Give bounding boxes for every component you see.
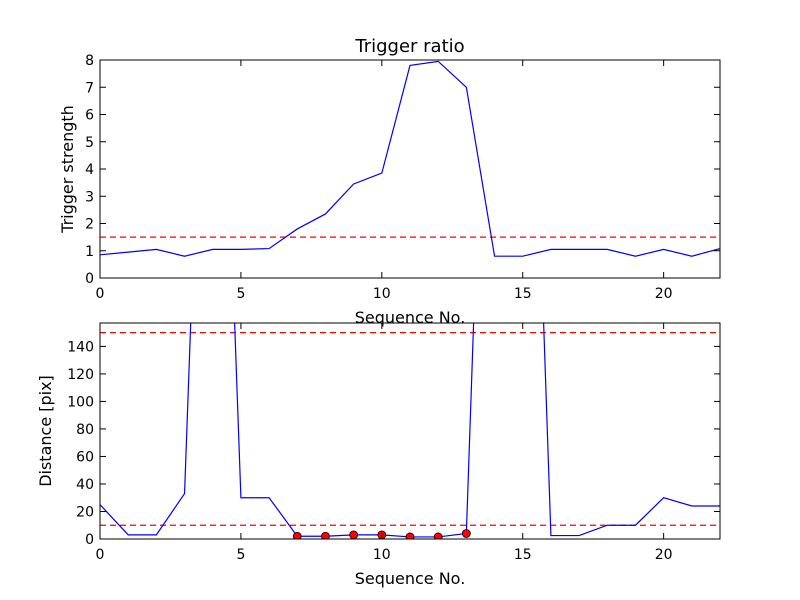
x-tick-label: 20: [655, 286, 673, 302]
y-tick-label: 1: [85, 244, 94, 260]
x-tick-label: 0: [96, 547, 105, 563]
y-tick-label: 2: [85, 217, 94, 233]
y-tick-label: 7: [85, 80, 94, 96]
y-tick-label: 100: [67, 394, 94, 410]
y-tick-label: 20: [76, 504, 94, 520]
x-tick-label: 10: [373, 547, 391, 563]
x-tick-label: 5: [236, 547, 245, 563]
y-tick-label: 60: [76, 449, 94, 465]
data-point: [292, 531, 302, 539]
data-point: [405, 532, 415, 539]
series-line: [100, 323, 720, 538]
data-point: [321, 531, 330, 539]
data-point: [349, 530, 359, 539]
trigger-ratio-panel: Trigger ratio 0 5 10 15 20 0 1 2 3 4 5 6 7 8 Sequence…: [58, 36, 721, 327]
y-tick-label: 0: [85, 532, 94, 548]
y-tick-label: 0: [85, 271, 94, 287]
y-tick-label: 120: [67, 367, 94, 383]
y-tick-label: 5: [85, 135, 94, 151]
x-tick-label: 10: [373, 286, 391, 302]
y-tick-label: 80: [76, 422, 94, 438]
x-tick-label: 5: [236, 286, 245, 302]
data-point: [433, 532, 443, 539]
data-point: [461, 529, 471, 538]
y-axis-label: Trigger strength: [58, 105, 77, 234]
y-tick-label: 4: [85, 162, 94, 178]
y-tick-label: 40: [76, 477, 94, 493]
plot-frame: [99, 59, 721, 279]
x-axis-label: Sequence No.: [355, 569, 466, 588]
x-tick-label: 15: [514, 547, 532, 563]
x-axis-label: Sequence No.: [355, 308, 466, 327]
series-line: [100, 60, 720, 257]
y-axis-label: Distance [pix]: [36, 375, 55, 487]
x-tick-label: 20: [655, 547, 673, 563]
plot-frame: [99, 322, 721, 540]
y-tick-label: 140: [67, 339, 94, 355]
chart-title: Trigger ratio: [354, 36, 464, 57]
y-tick-label: 3: [85, 189, 94, 205]
x-tick-label: 0: [96, 286, 105, 302]
y-tick-label: 6: [85, 108, 94, 124]
y-tick-label: 8: [85, 53, 94, 69]
x-tick-label: 15: [514, 286, 532, 302]
